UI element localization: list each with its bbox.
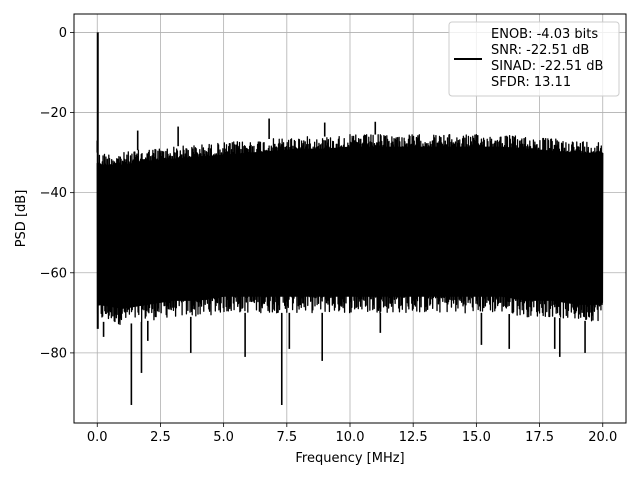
y-tick-label: −20 — [40, 106, 67, 121]
x-tick-label: 2.5 — [150, 430, 171, 445]
legend: ENOB: -4.03 bits SNR: -22.51 dB SINAD: -… — [448, 21, 620, 97]
y-tick-label: −60 — [40, 266, 67, 281]
legend-sfdr: SFDR: 13.11 — [491, 75, 571, 90]
psd-noise-band — [97, 146, 603, 309]
y-tick-label: −80 — [40, 346, 67, 361]
x-tick-label: 5.0 — [213, 430, 234, 445]
x-axis-ticks: 0.0 2.5 5.0 7.5 10.0 12.5 15.0 17.5 20.0 — [87, 423, 617, 445]
y-axis-ticks: 0 −20 −40 −60 −80 — [40, 26, 74, 361]
legend-sinad: SINAD: -22.51 dB — [491, 59, 603, 74]
legend-snr: SNR: -22.51 dB — [491, 43, 589, 58]
x-tick-label: 10.0 — [336, 430, 365, 445]
legend-enob: ENOB: -4.03 bits — [491, 27, 598, 42]
psd-series — [96, 32, 604, 405]
x-tick-label: 15.0 — [462, 430, 491, 445]
y-tick-label: 0 — [59, 26, 67, 41]
legend-box — [448, 21, 620, 97]
x-tick-label: 7.5 — [276, 430, 297, 445]
y-tick-label: −40 — [40, 186, 67, 201]
y-axis-label: PSD [dB] — [14, 190, 29, 248]
x-tick-label: 17.5 — [525, 430, 554, 445]
x-tick-label: 12.5 — [399, 430, 428, 445]
x-tick-label: 0.0 — [87, 430, 108, 445]
x-tick-label: 20.0 — [588, 430, 617, 445]
x-axis-label: Frequency [MHz] — [295, 451, 404, 466]
